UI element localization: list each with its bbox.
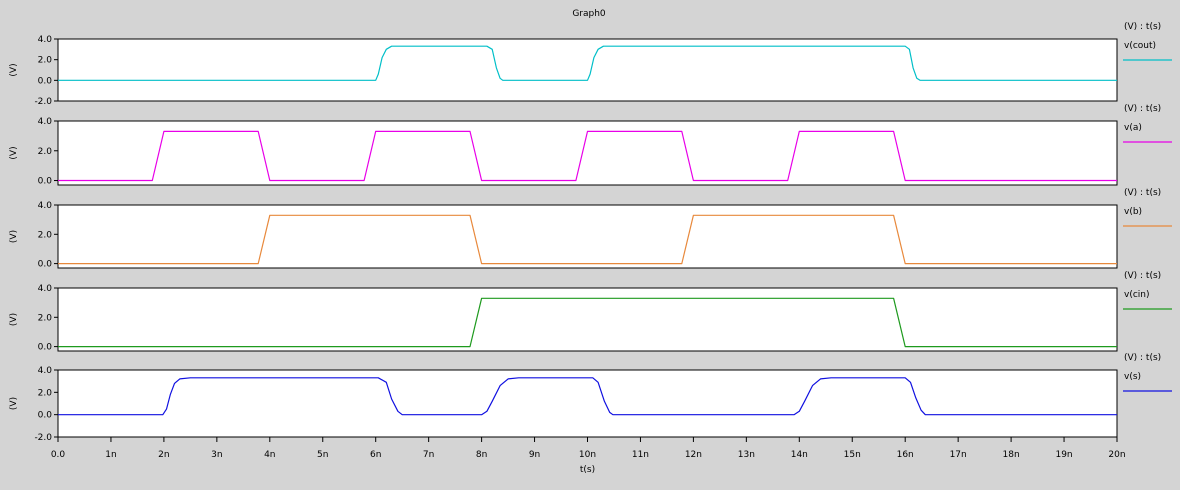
panel-axis-title: (V) : t(s) — [1124, 104, 1161, 114]
y-tick-label: 4.0 — [38, 201, 53, 211]
plot-area — [57, 204, 1118, 269]
panel-vs: 4.0 2.0 0.0 -2.0 (V) (V) : t(s) v(s) — [9, 353, 1172, 443]
panel-axis-title: (V) : t(s) — [1124, 188, 1161, 198]
x-tick-label: 14n — [791, 450, 808, 460]
y-axis-label: (V) — [9, 63, 19, 76]
panel-vcin: 4.0 2.0 0.0 (V) (V) : t(s) v(cin) — [9, 271, 1172, 353]
y-tick-label: 0.0 — [38, 260, 53, 270]
x-tick-label: 8n — [476, 450, 487, 460]
series-line-va — [58, 130, 1117, 182]
legend-label: v(cout) — [1124, 41, 1156, 51]
x-tick-label: 17n — [950, 450, 967, 460]
panel-axis-title: (V) : t(s) — [1124, 22, 1161, 32]
x-tick-label: 5n — [317, 450, 328, 460]
y-axis-label: (V) — [9, 230, 19, 243]
y-tick-label: 4.0 — [38, 366, 53, 376]
x-tick-label: 4n — [264, 450, 275, 460]
x-axis-label: t(s) — [580, 465, 595, 475]
x-tick-label: 20n — [1108, 450, 1125, 460]
y-tick-label: -2.0 — [34, 433, 52, 443]
y-axis-label: (V) — [9, 313, 19, 326]
legend-label: v(cin) — [1124, 290, 1150, 300]
legend-label: v(b) — [1124, 207, 1142, 217]
plot-area — [57, 120, 1118, 186]
series-line-vs — [58, 377, 1117, 416]
y-axis-label: (V) — [9, 146, 19, 159]
panel-vcout: 4.0 2.0 0.0 -2.0 (V) (V) : t(s) v(cout) — [9, 22, 1172, 107]
y-tick-label: 0.0 — [38, 177, 53, 187]
y-tick-label: 4.0 — [38, 117, 53, 127]
legend-label: v(s) — [1124, 372, 1141, 382]
y-tick-label: 2.0 — [38, 388, 53, 398]
x-tick-label: 1n — [105, 450, 116, 460]
x-tick-label: 10n — [579, 450, 596, 460]
x-tick-label: 9n — [529, 450, 540, 460]
y-tick-label: 4.0 — [38, 284, 53, 294]
y-tick-label: 0.0 — [38, 76, 53, 86]
x-tick-label: 3n — [211, 450, 222, 460]
x-tick-label: 2n — [158, 450, 169, 460]
x-tick-label: 0.0 — [51, 450, 66, 460]
x-tick-label: 7n — [423, 450, 434, 460]
series-line-vcout — [58, 45, 1117, 81]
x-tick-label: 18n — [1003, 450, 1020, 460]
x-tick-label: 11n — [632, 450, 649, 460]
y-tick-label: 4.0 — [38, 35, 53, 45]
y-tick-label: 2.0 — [38, 313, 53, 323]
x-tick-label: 12n — [685, 450, 702, 460]
plot-area — [57, 369, 1118, 438]
plot-area — [57, 38, 1118, 102]
panel-axis-title: (V) : t(s) — [1124, 271, 1161, 281]
x-tick-label: 6n — [370, 450, 381, 460]
x-tick-label: 13n — [738, 450, 755, 460]
x-tick-label: 19n — [1055, 450, 1072, 460]
series-line-vb — [58, 214, 1117, 265]
chart-title: Graph0 — [572, 9, 606, 19]
y-tick-label: -2.0 — [34, 97, 52, 107]
y-tick-label: 2.0 — [38, 230, 53, 240]
series-line-vcin — [58, 297, 1117, 348]
x-tick-label: 16n — [897, 450, 914, 460]
panel-va: 4.0 2.0 0.0 (V) (V) : t(s) v(a) — [9, 104, 1172, 187]
y-axis-label: (V) — [9, 397, 19, 410]
legend-label: v(a) — [1124, 123, 1142, 133]
y-tick-label: 0.0 — [38, 343, 53, 353]
plot-area — [57, 287, 1118, 352]
panel-axis-title: (V) : t(s) — [1124, 353, 1161, 363]
y-tick-label: 2.0 — [38, 147, 53, 157]
x-tick-label: 15n — [844, 450, 861, 460]
panel-vb: 4.0 2.0 0.0 (V) (V) : t(s) v(b) — [9, 188, 1172, 270]
y-tick-label: 0.0 — [38, 411, 53, 421]
y-tick-label: 2.0 — [38, 56, 53, 66]
